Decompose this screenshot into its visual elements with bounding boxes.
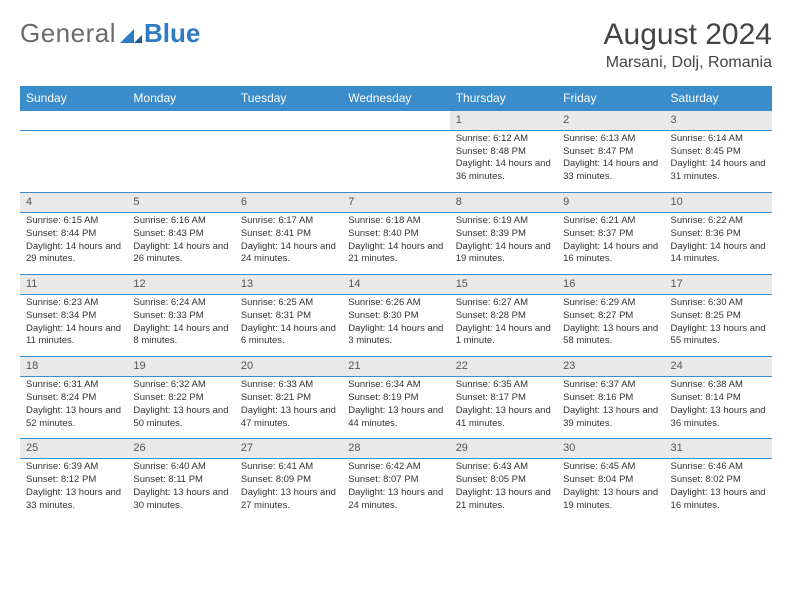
- calendar-table: SundayMondayTuesdayWednesdayThursdayFrid…: [20, 86, 772, 520]
- day-info-cell: Sunrise: 6:37 AMSunset: 8:16 PMDaylight:…: [557, 377, 664, 439]
- day-info-cell: Sunrise: 6:46 AMSunset: 8:02 PMDaylight:…: [665, 459, 772, 521]
- day-info-cell: Sunrise: 6:35 AMSunset: 8:17 PMDaylight:…: [450, 377, 557, 439]
- day-info-cell: Sunrise: 6:24 AMSunset: 8:33 PMDaylight:…: [127, 295, 234, 357]
- day-info-row: Sunrise: 6:15 AMSunset: 8:44 PMDaylight:…: [20, 212, 772, 274]
- day-info-cell: [342, 130, 449, 192]
- day-info-cell: Sunrise: 6:39 AMSunset: 8:12 PMDaylight:…: [20, 459, 127, 521]
- day-number-cell: 19: [127, 357, 234, 377]
- location: Marsani, Dolj, Romania: [604, 54, 772, 72]
- weekday-header: Saturday: [665, 86, 772, 111]
- day-number-cell: 3: [665, 111, 772, 131]
- day-number-cell: 30: [557, 439, 664, 459]
- day-info-cell: [127, 130, 234, 192]
- day-info-cell: Sunrise: 6:42 AMSunset: 8:07 PMDaylight:…: [342, 459, 449, 521]
- day-number-cell: 17: [665, 275, 772, 295]
- day-number-cell: 28: [342, 439, 449, 459]
- day-number-cell: 4: [20, 193, 127, 213]
- weekday-header-row: SundayMondayTuesdayWednesdayThursdayFrid…: [20, 86, 772, 111]
- day-number-row: 18192021222324: [20, 357, 772, 377]
- day-info-cell: Sunrise: 6:40 AMSunset: 8:11 PMDaylight:…: [127, 459, 234, 521]
- day-number-cell: 27: [235, 439, 342, 459]
- day-number-row: 25262728293031: [20, 439, 772, 459]
- logo: General Blue: [20, 18, 200, 49]
- day-number-row: 123: [20, 111, 772, 131]
- day-number-row: 11121314151617: [20, 275, 772, 295]
- day-number-cell: 16: [557, 275, 664, 295]
- day-info-cell: Sunrise: 6:22 AMSunset: 8:36 PMDaylight:…: [665, 212, 772, 274]
- day-number-row: 45678910: [20, 193, 772, 213]
- day-number-cell: 21: [342, 357, 449, 377]
- month-title: August 2024: [604, 18, 772, 52]
- day-info-cell: Sunrise: 6:25 AMSunset: 8:31 PMDaylight:…: [235, 295, 342, 357]
- day-info-cell: Sunrise: 6:17 AMSunset: 8:41 PMDaylight:…: [235, 212, 342, 274]
- day-number-cell: 23: [557, 357, 664, 377]
- day-number-cell: 31: [665, 439, 772, 459]
- day-number-cell: 22: [450, 357, 557, 377]
- day-info-cell: Sunrise: 6:38 AMSunset: 8:14 PMDaylight:…: [665, 377, 772, 439]
- day-number-cell: 20: [235, 357, 342, 377]
- day-number-cell: 8: [450, 193, 557, 213]
- day-number-cell: 24: [665, 357, 772, 377]
- day-info-cell: Sunrise: 6:13 AMSunset: 8:47 PMDaylight:…: [557, 130, 664, 192]
- day-info-row: Sunrise: 6:23 AMSunset: 8:34 PMDaylight:…: [20, 295, 772, 357]
- day-info-cell: [20, 130, 127, 192]
- day-info-cell: Sunrise: 6:21 AMSunset: 8:37 PMDaylight:…: [557, 212, 664, 274]
- day-info-cell: Sunrise: 6:27 AMSunset: 8:28 PMDaylight:…: [450, 295, 557, 357]
- day-info-cell: Sunrise: 6:12 AMSunset: 8:48 PMDaylight:…: [450, 130, 557, 192]
- title-block: August 2024 Marsani, Dolj, Romania: [604, 18, 772, 72]
- day-number-cell: 2: [557, 111, 664, 131]
- logo-triangle-icon: [120, 25, 142, 43]
- day-number-cell: 6: [235, 193, 342, 213]
- day-info-cell: Sunrise: 6:31 AMSunset: 8:24 PMDaylight:…: [20, 377, 127, 439]
- weekday-header: Monday: [127, 86, 234, 111]
- day-number-cell: 26: [127, 439, 234, 459]
- weekday-header: Thursday: [450, 86, 557, 111]
- day-info-cell: Sunrise: 6:18 AMSunset: 8:40 PMDaylight:…: [342, 212, 449, 274]
- logo-text-blue: Blue: [144, 18, 200, 49]
- day-number-cell: 25: [20, 439, 127, 459]
- day-number-cell: 15: [450, 275, 557, 295]
- day-info-row: Sunrise: 6:39 AMSunset: 8:12 PMDaylight:…: [20, 459, 772, 521]
- day-number-cell: 7: [342, 193, 449, 213]
- day-info-cell: Sunrise: 6:29 AMSunset: 8:27 PMDaylight:…: [557, 295, 664, 357]
- weekday-header: Wednesday: [342, 86, 449, 111]
- day-info-cell: Sunrise: 6:15 AMSunset: 8:44 PMDaylight:…: [20, 212, 127, 274]
- day-info-cell: Sunrise: 6:45 AMSunset: 8:04 PMDaylight:…: [557, 459, 664, 521]
- day-number-cell: 14: [342, 275, 449, 295]
- day-info-cell: Sunrise: 6:33 AMSunset: 8:21 PMDaylight:…: [235, 377, 342, 439]
- day-info-cell: Sunrise: 6:30 AMSunset: 8:25 PMDaylight:…: [665, 295, 772, 357]
- weekday-header: Sunday: [20, 86, 127, 111]
- day-info-cell: Sunrise: 6:43 AMSunset: 8:05 PMDaylight:…: [450, 459, 557, 521]
- day-info-cell: Sunrise: 6:32 AMSunset: 8:22 PMDaylight:…: [127, 377, 234, 439]
- header: General Blue August 2024 Marsani, Dolj, …: [20, 18, 772, 72]
- logo-text-general: General: [20, 18, 116, 49]
- day-number-cell: 1: [450, 111, 557, 131]
- day-info-cell: Sunrise: 6:16 AMSunset: 8:43 PMDaylight:…: [127, 212, 234, 274]
- day-info-cell: Sunrise: 6:26 AMSunset: 8:30 PMDaylight:…: [342, 295, 449, 357]
- day-number-cell: [235, 111, 342, 131]
- day-number-cell: [20, 111, 127, 131]
- weekday-header: Tuesday: [235, 86, 342, 111]
- day-number-cell: 9: [557, 193, 664, 213]
- day-number-cell: 5: [127, 193, 234, 213]
- day-number-cell: 13: [235, 275, 342, 295]
- day-number-cell: 11: [20, 275, 127, 295]
- day-info-cell: Sunrise: 6:14 AMSunset: 8:45 PMDaylight:…: [665, 130, 772, 192]
- calendar-body: 123Sunrise: 6:12 AMSunset: 8:48 PMDaylig…: [20, 111, 772, 521]
- day-number-cell: [342, 111, 449, 131]
- day-number-cell: 12: [127, 275, 234, 295]
- day-number-cell: [127, 111, 234, 131]
- weekday-header: Friday: [557, 86, 664, 111]
- day-info-cell: Sunrise: 6:34 AMSunset: 8:19 PMDaylight:…: [342, 377, 449, 439]
- day-info-cell: [235, 130, 342, 192]
- day-info-cell: Sunrise: 6:41 AMSunset: 8:09 PMDaylight:…: [235, 459, 342, 521]
- day-info-cell: Sunrise: 6:23 AMSunset: 8:34 PMDaylight:…: [20, 295, 127, 357]
- day-number-cell: 18: [20, 357, 127, 377]
- day-info-cell: Sunrise: 6:19 AMSunset: 8:39 PMDaylight:…: [450, 212, 557, 274]
- day-info-row: Sunrise: 6:31 AMSunset: 8:24 PMDaylight:…: [20, 377, 772, 439]
- day-number-cell: 29: [450, 439, 557, 459]
- day-number-cell: 10: [665, 193, 772, 213]
- day-info-row: Sunrise: 6:12 AMSunset: 8:48 PMDaylight:…: [20, 130, 772, 192]
